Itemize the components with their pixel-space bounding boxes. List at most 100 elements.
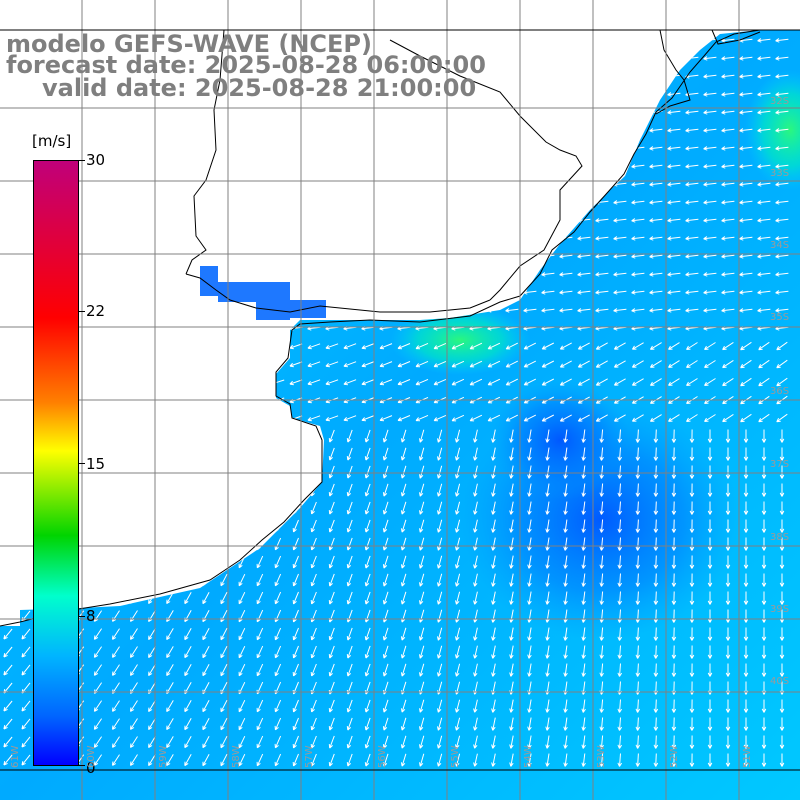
wind-arrow	[91, 128, 105, 133]
wind-arrow	[469, 200, 483, 205]
wind-arrow	[635, 573, 641, 587]
wind-arrow	[653, 501, 659, 515]
wind-arrow	[328, 627, 335, 641]
wind-arrow	[541, 56, 555, 61]
lat-label: 36S	[770, 386, 790, 397]
wind-arrow	[581, 501, 586, 515]
wind-arrow	[199, 361, 213, 368]
wind-arrow	[364, 645, 371, 659]
wind-arrow	[599, 429, 604, 443]
wind-arrow	[220, 753, 228, 767]
wind-arrow	[689, 645, 695, 659]
wind-arrow	[292, 447, 299, 461]
wind-arrow	[361, 200, 375, 205]
wind-arrow	[307, 200, 321, 205]
wind-arrow	[1, 344, 15, 349]
wind-arrow	[779, 447, 785, 461]
wind-arrow	[238, 591, 246, 605]
wind-arrow	[253, 164, 267, 169]
wind-arrow	[523, 164, 537, 169]
wind-arrow	[256, 699, 264, 713]
wind-arrow	[127, 164, 141, 169]
wind-arrow	[307, 361, 321, 368]
wind-arrow	[382, 537, 389, 551]
wind-arrow	[581, 537, 586, 551]
wind-arrow	[757, 146, 771, 151]
wind-arrow	[757, 92, 771, 97]
wind-arrow	[631, 290, 645, 295]
lat-label: 40S	[770, 676, 790, 687]
wind-arrow	[617, 465, 623, 479]
wind-arrow	[617, 753, 623, 767]
wind-arrow	[400, 537, 407, 551]
wind-arrow	[689, 591, 695, 605]
wind-arrow	[487, 360, 501, 368]
wind-arrow	[703, 110, 717, 115]
wind-arrow	[343, 343, 357, 350]
wind-arrow	[289, 254, 303, 259]
wind-arrow	[689, 753, 695, 767]
wind-arrow	[707, 519, 713, 533]
wind-arrow	[707, 555, 713, 569]
wind-arrow	[328, 519, 335, 533]
wind-arrow	[545, 627, 550, 641]
wind-arrow	[775, 236, 789, 241]
wind-arrow	[271, 415, 285, 422]
wind-arrow	[473, 717, 478, 731]
wind-arrow	[740, 359, 752, 369]
wind-arrow	[613, 414, 626, 422]
wind-arrow	[581, 519, 586, 533]
wind-arrow	[758, 413, 770, 423]
wind-arrow	[148, 430, 156, 443]
wind-arrow	[509, 483, 514, 497]
wind-arrow	[437, 483, 443, 497]
wind-arrow	[364, 699, 371, 713]
wind-arrow	[289, 236, 303, 241]
wind-arrow	[707, 663, 713, 677]
wind-arrow	[202, 448, 210, 461]
wind-arrow	[112, 700, 120, 712]
wind-arrow	[509, 645, 514, 659]
wind-arrow	[130, 700, 138, 712]
wind-arrow	[346, 753, 353, 767]
wind-arrow	[415, 218, 429, 223]
wind-arrow	[649, 236, 663, 241]
wind-arrow	[545, 429, 550, 443]
wind-arrow	[163, 361, 177, 367]
wind-arrow	[21, 502, 31, 514]
wind-arrow	[382, 591, 389, 605]
wind-arrow	[1, 236, 15, 241]
wind-arrow	[397, 164, 411, 169]
lon-label: 52W	[669, 745, 680, 768]
wind-arrow	[199, 379, 213, 386]
wind-arrow	[527, 537, 532, 551]
wind-arrow	[491, 663, 496, 677]
wind-arrow	[685, 200, 699, 205]
wind-arrow	[148, 736, 156, 749]
wind-arrow	[707, 699, 713, 713]
wind-arrow	[19, 290, 33, 295]
wind-arrow	[307, 128, 321, 133]
wind-arrow	[397, 110, 411, 115]
wind-arrow	[577, 342, 590, 350]
wind-arrow	[127, 380, 141, 385]
wind-arrow	[271, 200, 285, 205]
wind-arrow	[667, 146, 681, 151]
wind-arrow	[1, 92, 15, 97]
wind-arrow	[166, 754, 174, 767]
wind-arrow	[617, 483, 623, 497]
wind-arrow	[145, 415, 159, 421]
wind-arrow	[455, 735, 461, 749]
wind-arrow	[559, 290, 573, 295]
wind-arrow	[505, 74, 519, 79]
wind-arrow	[184, 628, 192, 641]
wind-arrow	[473, 447, 478, 461]
wind-arrow	[613, 164, 627, 169]
wind-arrow	[166, 610, 174, 623]
wind-arrow	[649, 74, 663, 79]
wind-arrow	[721, 146, 735, 151]
wind-arrow	[199, 146, 213, 151]
wind-arrow	[761, 591, 767, 605]
wind-arrow	[415, 128, 429, 133]
